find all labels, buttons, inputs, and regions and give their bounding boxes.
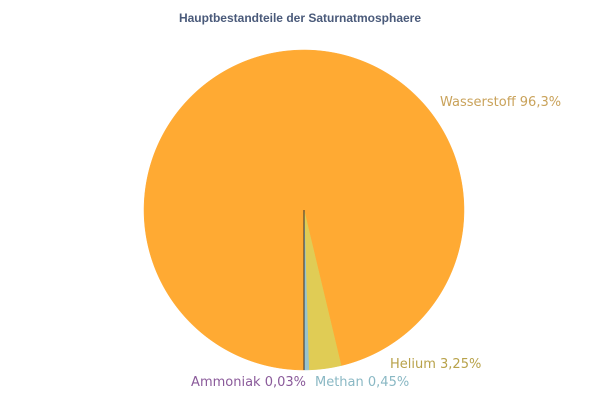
- slice-label-wasserstoff: Wasserstoff 96,3%: [440, 95, 561, 110]
- slice-label-helium: Helium 3,25%: [390, 357, 481, 372]
- slice-label-methan: Methan 0,45%: [315, 375, 409, 390]
- chart-title: Hauptbestandteile der Saturnatmosphaere: [178, 11, 422, 25]
- slice-label-ammoniak: Ammoniak 0,03%: [191, 375, 306, 390]
